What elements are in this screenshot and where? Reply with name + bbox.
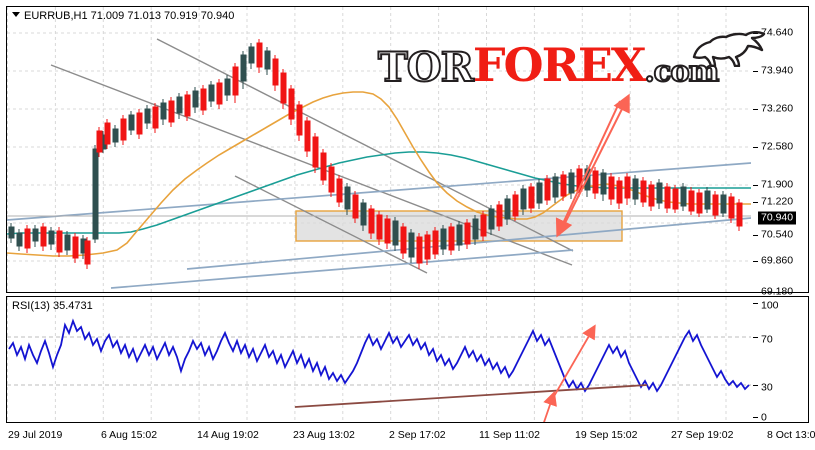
price-tick-5: 71.220: [761, 195, 794, 208]
time-label-1: 6 Aug 15:02: [101, 429, 158, 441]
rsi-tick-2: 30: [761, 381, 773, 394]
time-label-0: 29 Jul 2019: [8, 429, 63, 441]
price-tick-4: 71.900: [761, 178, 794, 191]
rsi-forecast-arrow[interactable]: [541, 324, 596, 422]
bull-icon: [692, 31, 768, 67]
rsi-grid: [7, 297, 751, 422]
time-label-3: 23 Aug 13:02: [293, 429, 355, 441]
time-label-4: 2 Sep 17:02: [389, 429, 446, 441]
rsi-tick-3: 0: [761, 411, 767, 424]
rsi-trendline[interactable]: [294, 384, 648, 408]
price-chart-svg: [7, 7, 751, 292]
time-label-6: 19 Sep 15:02: [575, 429, 638, 441]
price-y-axis[interactable]: 74.640 73.940 73.260 72.580 71.900 71.22…: [753, 7, 811, 297]
torforex-logo: TORFOREX.com: [377, 38, 720, 92]
price-plot-area[interactable]: EURRUB,H1 71.009 71.013 70.919 70.940: [7, 7, 751, 292]
price-tick-1: 73.940: [761, 64, 794, 77]
ma-fast-line: [7, 91, 751, 257]
time-axis[interactable]: 29 Jul 2019 6 Aug 15:02 14 Aug 19:02 23 …: [6, 424, 815, 450]
price-forecast-arrow[interactable]: [555, 93, 630, 238]
rsi-line: [8, 318, 750, 393]
price-tick-8: 69.180: [761, 285, 794, 298]
price-tick-3: 72.580: [761, 140, 794, 153]
time-label-2: 14 Aug 19:02: [197, 429, 259, 441]
price-tick-7: 69.860: [761, 254, 794, 267]
current-price-label: 70.940: [758, 211, 797, 225]
chart-collapse-triangle-icon[interactable]: [12, 12, 20, 17]
rsi-plot-area[interactable]: RSI(13) 35.4731: [7, 297, 751, 422]
logo-forex-text: FOREX: [472, 38, 647, 92]
logo-tor-text: TOR: [377, 43, 475, 92]
price-tick-2: 73.260: [761, 102, 794, 115]
price-tick-6: 70.540: [761, 228, 794, 241]
candlestick-series[interactable]: [8, 39, 743, 269]
rsi-panel-header: RSI(13) 35.4731: [12, 300, 93, 312]
rsi-chart-svg: [7, 297, 751, 422]
time-label-7: 27 Sep 19:02: [671, 429, 734, 441]
price-tick-0: 74.640: [761, 26, 794, 39]
price-panel-header: EURRUB,H1 71.009 71.013 70.919 70.940: [12, 10, 234, 22]
price-header-text: EURRUB,H1 71.009 71.013 70.919 70.940: [24, 10, 235, 22]
rsi-y-axis[interactable]: 100 70 30 0: [753, 297, 811, 424]
time-label-5: 11 Sep 11:02: [479, 429, 540, 441]
time-label-8: 8 Oct 13:02: [767, 429, 815, 441]
rsi-tick-0: 100: [761, 299, 779, 312]
rsi-tick-1: 70: [761, 333, 773, 346]
